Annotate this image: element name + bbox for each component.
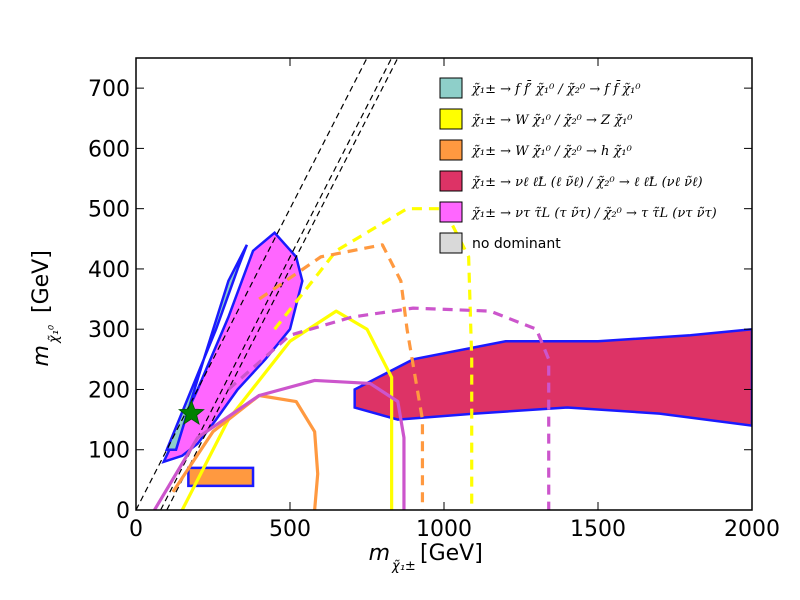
benchmark-layer (178, 399, 205, 426)
legend-label: χ̃₁± → νℓ ℓ̃L (ℓ ν̃ℓ) / χ̃₂⁰ → ℓ ℓ̃L (νℓ… (471, 175, 703, 190)
axes: 0 500 1000 1500 2000 0 100 200 300 400 500 600 700 (88, 58, 780, 542)
x-tick-label: 500 (269, 517, 311, 542)
y-tick-label: 0 (116, 499, 130, 524)
region-orange-low-box (187, 466, 255, 488)
y-tick-label: 600 (88, 137, 130, 162)
legend-label: χ̃₁± → ντ τ̃L (τ ν̃τ) / χ̃₂⁰ → τ τ̃L (ντ… (471, 206, 717, 221)
x-tick-label: 1000 (416, 517, 472, 542)
y-tick-label: 700 (88, 77, 130, 102)
legend-label: χ̃₁± → W χ̃₁⁰ / χ̃₂⁰ → h χ̃₁⁰ (471, 144, 633, 159)
x-axis-label-m: m (369, 541, 390, 566)
contour-violet-dashed-contour (227, 306, 551, 510)
x-axis-label: m χ̃₁± [GeV] (369, 541, 483, 574)
y-tick-label: 100 (88, 439, 130, 464)
region-red-band (353, 327, 752, 427)
filled-regions (161, 231, 752, 488)
legend-label: χ̃₁± → f f̄′ χ̃₁⁰ / χ̃₂⁰ → f f̄ χ̃₁⁰ (471, 80, 641, 97)
legend-swatch (439, 139, 463, 161)
y-axis-label-m: m (29, 345, 54, 366)
legend-label: no dominant (472, 236, 561, 252)
diagonal-line-2 (166, 58, 399, 510)
x-tick-label: 1500 (570, 517, 626, 542)
legend: χ̃₁± → f f̄′ χ̃₁⁰ / χ̃₂⁰ → f f̄ χ̃₁⁰ χ̃₁±… (439, 77, 717, 254)
contour-violet-solid-contour (153, 378, 406, 510)
x-axis-label-sub: χ̃₁± (391, 559, 416, 574)
x-tick-label: 2000 (724, 517, 780, 542)
y-tick-label: 500 (88, 198, 130, 223)
x-tick-label: 0 (129, 517, 143, 542)
diagonal-line-1 (160, 58, 393, 510)
y-tick-label: 400 (88, 258, 130, 283)
y-tick-label: 200 (88, 378, 130, 403)
y-axis-label-unit: [GeV] (29, 250, 54, 313)
contour-yellow-dashed-contour (273, 207, 474, 510)
y-tick-label: 300 (88, 318, 130, 343)
legend-swatch (439, 170, 463, 192)
benchmark-star-icon (178, 399, 205, 426)
contour-lines (136, 58, 551, 510)
diagonal-line-0 (136, 58, 368, 510)
legend-label: χ̃₁± → W χ̃₁⁰ / χ̃₂⁰ → Z χ̃₁⁰ (471, 113, 633, 128)
y-axis-label: m χ̃₁⁰ [GeV] (29, 250, 62, 366)
legend-swatch (439, 232, 463, 254)
region-magenta-region (161, 231, 304, 464)
legend-swatch (439, 108, 463, 130)
legend-swatch (439, 77, 463, 99)
contour-orange-solid-contour (171, 393, 320, 510)
y-axis-label-sub: χ̃₁⁰ (47, 324, 62, 344)
contour-orange-dashed-contour (258, 243, 425, 510)
legend-swatch (439, 201, 463, 223)
x-axis-label-unit: [GeV] (420, 541, 483, 566)
